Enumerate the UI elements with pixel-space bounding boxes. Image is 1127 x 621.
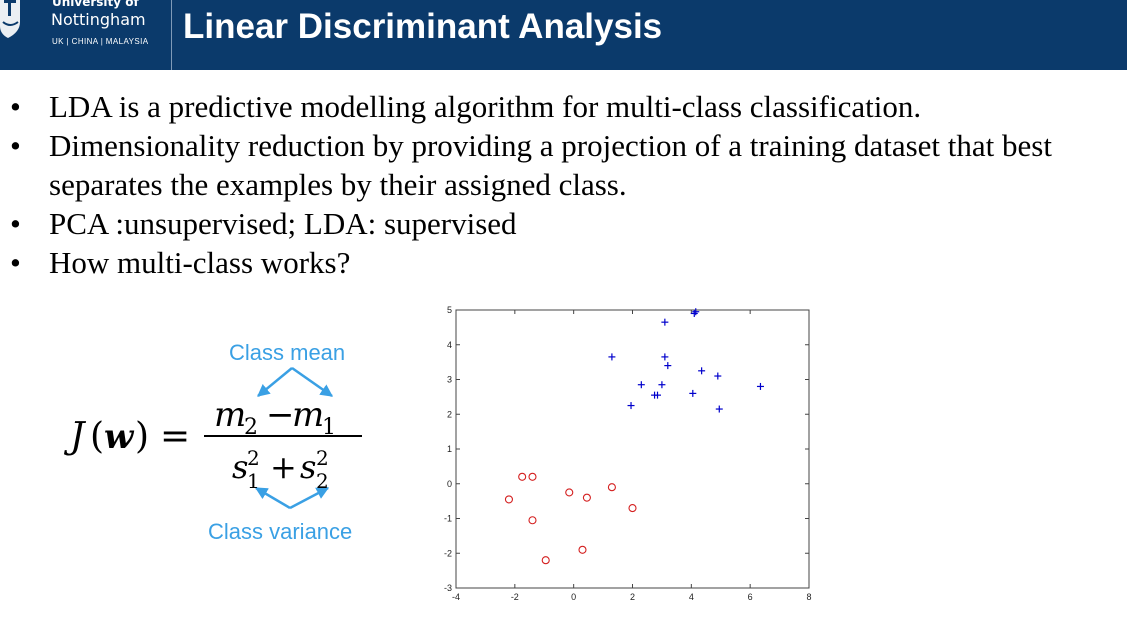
bullet-list: LDA is a predictive modelling algorithm … [0,87,1127,282]
svg-text:−: − [266,395,295,435]
svg-text:=: = [160,416,190,457]
logo-university-of: University of [52,0,139,9]
circle-point [628,504,637,513]
svg-text:w: w [104,417,135,457]
logo-campuses: UK | CHINA | MALAYSIA [52,37,149,46]
class-variance-label: Class variance [208,519,353,544]
plus-point [692,308,700,316]
class-mean-label: Class mean [229,340,346,365]
plus-point [714,372,722,380]
svg-text:m: m [292,395,324,435]
y-tick-label: 1 [447,444,452,454]
y-tick-label: -1 [444,514,452,524]
circle-point [578,545,587,554]
scatter-plot: -4 -2 0 2 4 6 8 -3 -2 -1 0 1 2 3 4 5 [415,300,835,616]
formula: J ( w ) = m 2 − m 1 s 2 1 + s 2 2 [63,395,362,493]
university-logo: University of Nottingham UK | CHINA | MA… [0,0,170,70]
plus-point [661,318,669,326]
x-tick-label: -4 [452,592,460,602]
svg-text:): ) [135,416,149,457]
y-tick-label: -2 [444,548,452,558]
svg-text:1: 1 [322,415,336,440]
header-divider [171,0,172,70]
plus-point [698,367,706,375]
class-mean-arrows [257,366,334,398]
plus-point [690,309,698,317]
svg-text:s: s [300,448,316,486]
svg-text:2: 2 [244,415,258,440]
plus-point [658,381,666,389]
plot-frame [455,309,810,589]
plus-point [627,402,635,410]
plus-point [661,353,669,361]
scatter-plot-svg: -4 -2 0 2 4 6 8 -3 -2 -1 0 1 2 3 4 5 [444,305,812,602]
circle-point [582,493,591,502]
y-tick-label: 0 [447,479,452,489]
bullet-dimensionality-reduction: Dimensionality reduction by providing a … [0,126,1127,204]
circle-point [565,488,574,497]
y-tick-label: 4 [447,340,452,350]
x-tick-label: 0 [571,592,576,602]
logo-nottingham: Nottingham [51,10,146,29]
plus-point [715,405,723,413]
y-tick-label: 5 [447,305,452,315]
plus-point [756,382,764,390]
slide-title: Linear Discriminant Analysis [183,7,663,46]
crest-icon [0,0,20,38]
x-tick-label: 6 [748,592,753,602]
svg-text:+: + [270,448,297,486]
circle-point [528,472,537,481]
slide-header: University of Nottingham UK | CHINA | MA… [0,0,1127,70]
fisher-criterion-diagram: Class mean Class variance J ( w ) = m 2 … [0,320,420,560]
circle-point [607,483,616,492]
svg-text:s: s [232,448,248,486]
y-tick-label: 2 [447,409,452,419]
class-variance-arrows [254,486,330,510]
x-tick-label: 4 [689,592,694,602]
bullet-multi-class: How multi-class works? [0,243,1127,282]
x-tick-label: 2 [630,592,635,602]
bullet-pca-vs-lda: PCA :unsupervised; LDA: supervised [0,204,1127,243]
formula-graphic: J ( w ) = m 2 − m 1 s 2 1 + s 2 2 [63,366,362,510]
y-tick-label: -3 [444,583,452,593]
plus-point [654,391,662,399]
svg-text:J: J [63,416,87,457]
circle-point [528,516,537,525]
svg-text:1: 1 [247,469,260,493]
svg-text:m: m [214,395,246,435]
x-tick-label: -2 [511,592,519,602]
svg-text:2: 2 [316,469,329,493]
plus-point [608,353,616,361]
circle-point [518,472,527,481]
plus-point [689,389,697,397]
svg-text:(: ( [90,416,104,457]
svg-text:2: 2 [316,446,329,470]
x-tick-label: 8 [806,592,811,602]
svg-text:2: 2 [247,446,260,470]
y-tick-label: 3 [447,375,452,385]
circle-point [541,556,550,565]
circle-point [504,495,513,504]
plus-point [664,362,672,370]
bullet-lda-definition: LDA is a predictive modelling algorithm … [0,87,1127,126]
plus-point [637,381,645,389]
